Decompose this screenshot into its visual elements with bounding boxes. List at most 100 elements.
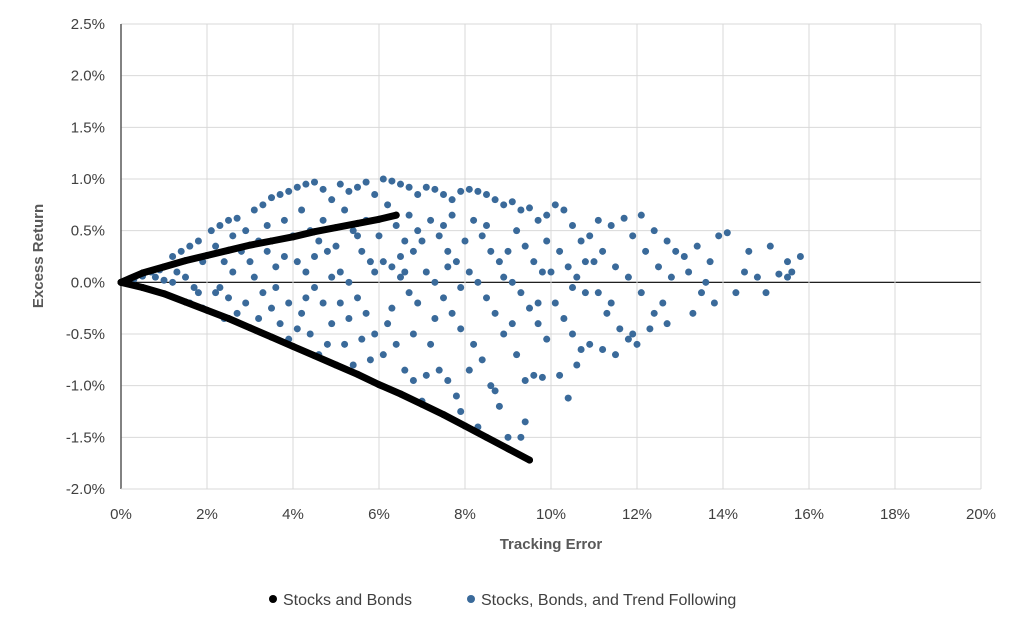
gridlines: [120, 23, 982, 490]
trend-following-point: [573, 273, 581, 281]
trend-following-point: [569, 330, 576, 338]
trend-following-point: [551, 299, 559, 307]
trend-following-point: [564, 394, 572, 402]
trend-following-point: [646, 325, 654, 333]
stocks-bonds-point: [225, 246, 232, 254]
trend-following-point: [495, 402, 503, 410]
trend-following-point: [306, 330, 314, 338]
trend-following-point: [362, 309, 370, 317]
trend-following-point: [259, 289, 267, 297]
trend-following-point: [276, 191, 284, 198]
stocks-bonds-point: [160, 263, 168, 271]
trend-following-point: [478, 232, 486, 240]
trend-following-point: [272, 263, 280, 271]
x-tick-label: 8%: [454, 506, 476, 523]
trend-following-point: [388, 263, 396, 271]
trend-following-point: [250, 273, 258, 281]
stocks-bonds-point: [246, 241, 254, 249]
x-axis-title: Tracking Error: [500, 536, 603, 553]
trend-following-point: [354, 183, 361, 191]
trend-following-point: [659, 299, 667, 307]
trend-following-point: [349, 361, 357, 369]
trend-following-point: [392, 222, 400, 229]
trend-following-point: [547, 268, 555, 276]
x-tick-label: 20%: [966, 506, 996, 523]
legend-marker-stocks-bonds: [269, 595, 277, 603]
trend-following-point: [521, 377, 529, 384]
trend-following-point: [732, 289, 740, 297]
trend-following-point: [293, 183, 301, 191]
stocks-bonds-point: [203, 251, 211, 259]
trend-following-point: [336, 180, 344, 188]
trend-following-point: [491, 309, 499, 317]
stocks-bonds-point: [139, 269, 146, 277]
trend-following-point: [796, 253, 804, 260]
x-tick-labels: 0% 2% 4% 6% 8% 10% 12% 14% 16% 18% 20%: [110, 506, 996, 523]
trend-following-point: [336, 268, 344, 276]
trend-following-point: [151, 273, 159, 281]
trend-following-point: [362, 178, 370, 186]
trend-following-point: [435, 232, 443, 240]
trend-following-point: [405, 211, 413, 219]
trend-following-point: [315, 237, 323, 245]
trend-following-point: [612, 351, 619, 359]
stocks-bonds-point: [268, 333, 275, 341]
trend-following-point: [470, 216, 478, 224]
x-tick-label: 14%: [708, 506, 738, 523]
trend-following-point: [573, 361, 581, 369]
trend-following-point: [190, 284, 198, 291]
trend-following-point: [319, 299, 327, 307]
trend-following-point: [388, 177, 396, 185]
legend-label-stocks-bonds: Stocks and Bonds: [283, 592, 412, 609]
y-tick-label: -0.5%: [66, 326, 105, 343]
trend-following-point: [405, 289, 413, 297]
trend-following-point: [517, 206, 525, 214]
trend-following-point: [388, 304, 396, 312]
trend-following-point: [409, 377, 417, 384]
trend-following-point: [594, 216, 602, 224]
legend-marker-trend-following: [467, 595, 475, 603]
trend-following-point: [607, 222, 615, 229]
trend-following-point: [177, 247, 185, 255]
trend-following-point: [375, 232, 383, 240]
trend-following-point: [440, 222, 447, 229]
stocks-bonds-point: [354, 370, 361, 378]
trend-following-point: [517, 289, 525, 297]
trend-following-point: [440, 294, 447, 302]
trend-following-point: [457, 325, 465, 333]
trend-following-point: [259, 201, 267, 209]
trend-following-point: [457, 408, 465, 415]
trend-following-point: [358, 247, 366, 255]
y-tick-label: 0.5%: [71, 223, 105, 240]
trend-following-point: [564, 263, 572, 271]
trend-following-point: [607, 299, 615, 307]
trend-following-point: [422, 268, 430, 276]
trend-following-point: [710, 299, 718, 307]
legend: Stocks and Bonds Stocks, Bonds, and Tren…: [269, 592, 736, 609]
stocks-bonds-point: [182, 257, 189, 265]
trend-following-point: [448, 309, 456, 317]
trend-following-point: [293, 325, 301, 333]
trend-following-point: [556, 247, 564, 255]
trend-following-point: [422, 183, 430, 191]
trend-following-point: [268, 304, 275, 312]
trend-following-point: [169, 278, 177, 286]
trend-following-point: [599, 247, 607, 255]
stocks-bonds-point: [203, 306, 211, 314]
stocks-bonds-point: [289, 233, 297, 241]
trend-following-point: [599, 346, 607, 353]
trend-following-point: [371, 191, 379, 198]
trend-following-point: [422, 371, 430, 379]
stocks-bonds-point: [225, 315, 232, 322]
trend-following-point: [530, 371, 538, 379]
trend-following-point: [685, 268, 693, 276]
trend-following-point: [620, 214, 628, 222]
trend-following-point: [650, 227, 658, 235]
trend-following-point: [543, 335, 551, 343]
trend-following-point: [173, 268, 181, 276]
x-tick-label: 16%: [794, 506, 824, 523]
trend-following-point: [784, 273, 791, 281]
trend-following-point: [341, 340, 349, 348]
trend-following-point: [569, 284, 576, 291]
trend-following-point: [280, 253, 288, 260]
